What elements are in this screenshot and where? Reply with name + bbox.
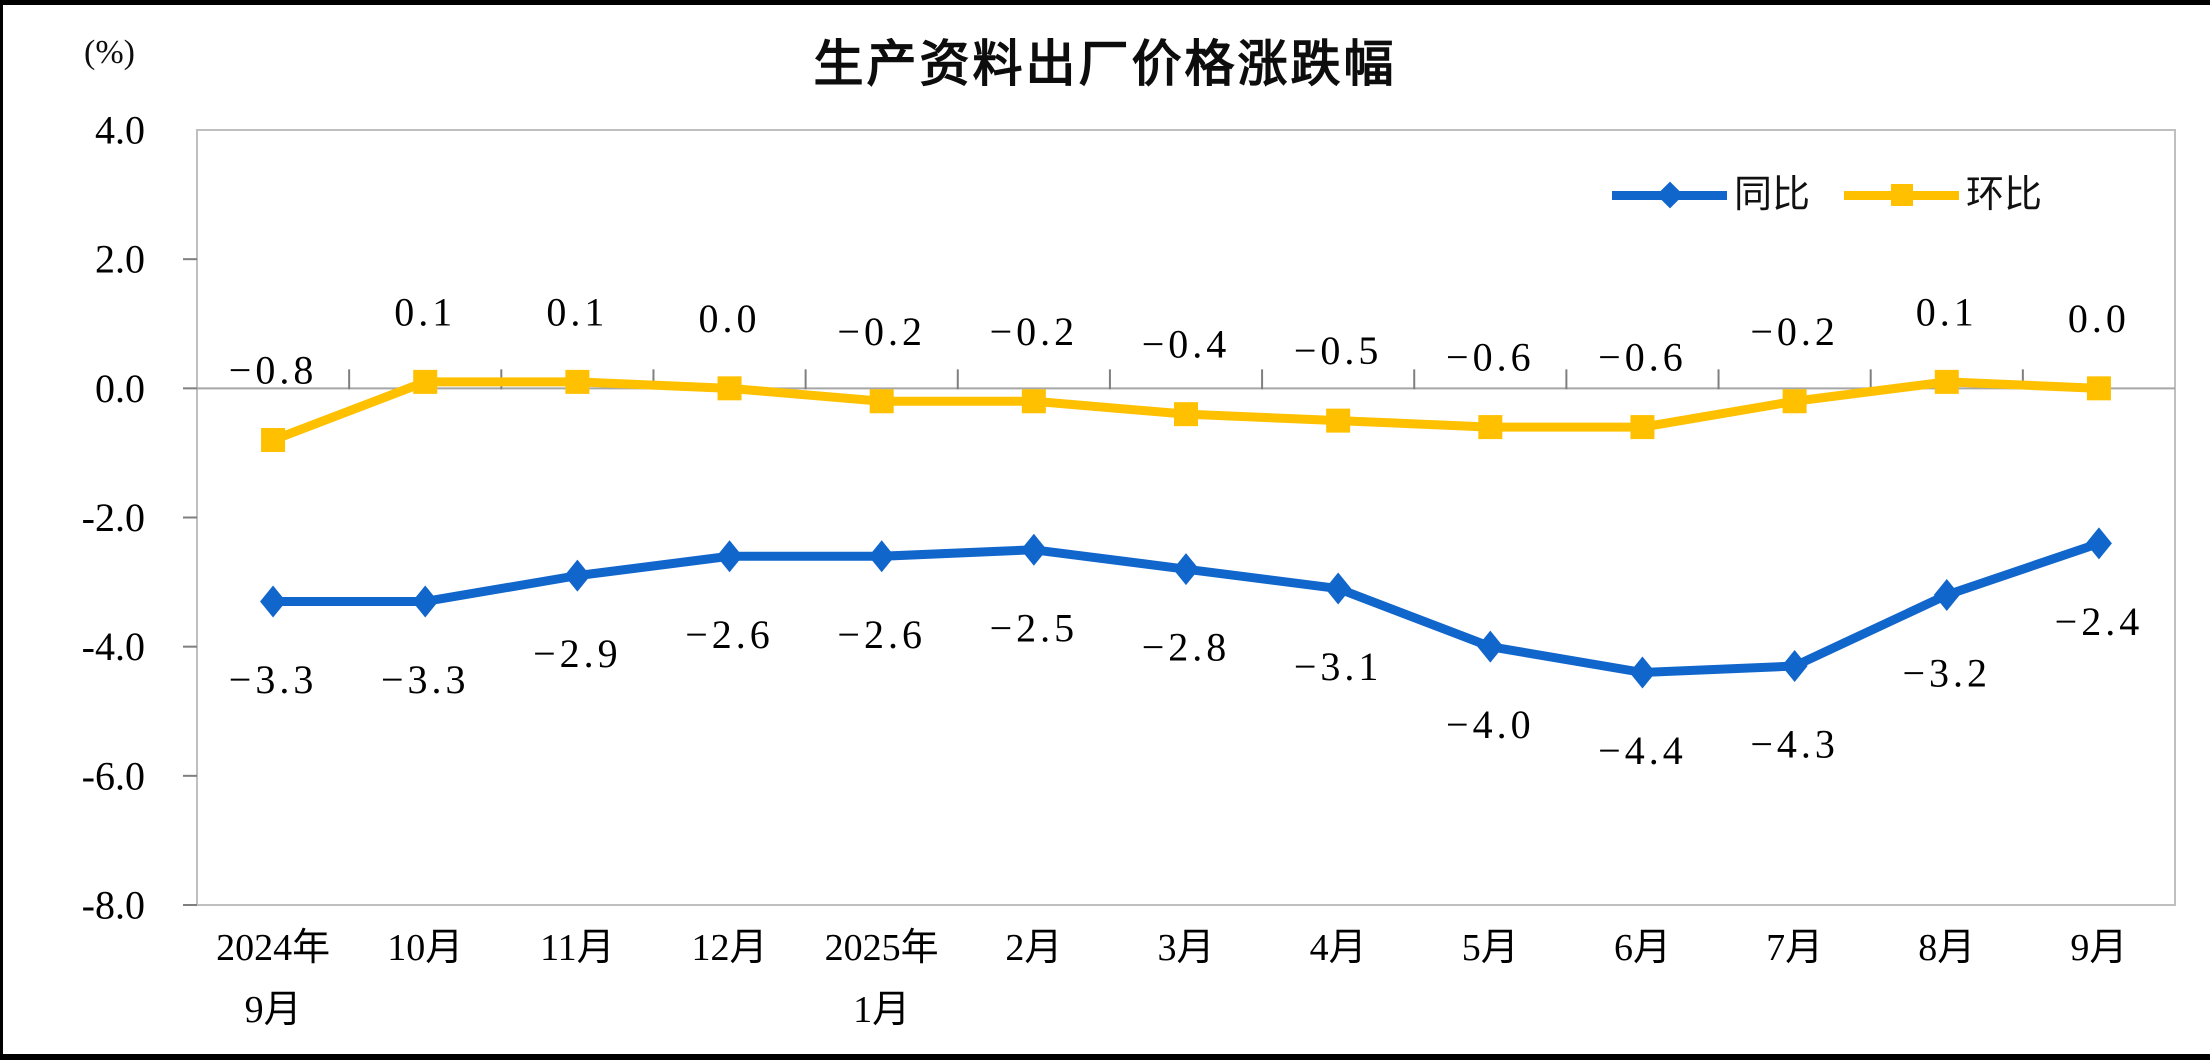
data-label-环比: −0.5	[1294, 328, 1383, 373]
marker-diamond-同比	[1477, 630, 1504, 663]
plot-area-border	[196, 129, 2176, 906]
data-label-同比: −3.1	[1294, 644, 1383, 689]
data-label-同比: −4.3	[1750, 722, 1839, 767]
x-axis-category-label: 8月	[1918, 927, 1975, 969]
chart-title: 生产资料出厂价格涨跌幅	[813, 36, 1397, 92]
data-label-环比: 0.0	[699, 296, 761, 341]
data-label-同比: −3.2	[1902, 651, 1991, 696]
data-label-环比: −0.2	[1750, 309, 1839, 354]
x-axis-category-label: 2月	[1005, 927, 1062, 969]
marker-diamond-同比	[564, 559, 591, 592]
marker-diamond-同比	[1933, 579, 1960, 611]
y-axis-tick-label: -8.0	[82, 883, 145, 928]
marker-diamond-同比	[412, 585, 439, 618]
x-axis-category-label: 1月	[853, 989, 910, 1031]
marker-square-环比	[1782, 389, 1807, 414]
x-axis-category-label: 6月	[1614, 927, 1671, 969]
legend-label-tongbi: 同比	[1734, 174, 1811, 216]
chart-legend: 同比 环比	[1612, 170, 2042, 220]
data-label-同比: −2.8	[1142, 625, 1231, 670]
marker-diamond-同比	[2085, 527, 2112, 560]
data-label-同比: −3.3	[381, 657, 470, 702]
marker-diamond-同比	[1629, 656, 1656, 689]
screen-edge-top	[0, 0, 2210, 5]
data-label-环比: 0.1	[394, 289, 456, 334]
x-axis-category-label: 2025年	[825, 927, 939, 969]
marker-diamond-同比	[1325, 572, 1352, 605]
data-label-同比: −4.4	[1598, 728, 1687, 773]
diamond-marker-icon	[1656, 181, 1683, 209]
x-axis-category-label: 12月	[692, 927, 768, 969]
data-label-环比: 0.0	[2068, 296, 2130, 341]
x-axis-category-label: 9月	[245, 989, 302, 1031]
x-axis-category-label: 4月	[1310, 927, 1367, 969]
marker-square-环比	[1630, 415, 1655, 440]
data-label-环比: 0.1	[1916, 289, 1978, 334]
x-axis-category-label: 2024年	[216, 927, 330, 969]
x-axis-category-label: 9月	[2070, 927, 2127, 969]
legend-line-sample-huanbi	[1844, 184, 1960, 206]
marker-diamond-同比	[868, 540, 895, 573]
marker-square-环比	[717, 376, 742, 401]
data-label-同比: −2.5	[990, 605, 1079, 650]
marker-square-环比	[1174, 402, 1198, 427]
data-label-环比: 0.1	[546, 289, 608, 334]
data-label-同比: −2.9	[533, 631, 622, 676]
data-label-环比: −0.2	[990, 309, 1079, 354]
y-axis-tick-label: -2.0	[82, 495, 145, 540]
x-axis-category-label: 10月	[387, 927, 463, 969]
marker-diamond-同比	[1781, 650, 1808, 683]
marker-square-环比	[413, 369, 438, 394]
legend-line-sample-tongbi	[1612, 181, 1727, 209]
data-label-同比: −3.3	[229, 657, 318, 702]
x-axis-category-label: 3月	[1157, 927, 1214, 969]
legend-item-tongbi: 同比	[1612, 176, 1810, 214]
marker-square-环比	[1478, 415, 1503, 440]
data-label-环比: −0.6	[1446, 335, 1535, 380]
marker-diamond-同比	[716, 540, 743, 573]
y-axis-tick-label: -6.0	[82, 753, 145, 798]
legend-item-huanbi: 环比	[1844, 176, 2042, 214]
data-label-环比: −0.2	[837, 309, 926, 354]
screen-edge-bottom	[0, 1054, 2210, 1060]
data-label-同比: −4.0	[1446, 702, 1535, 747]
marker-square-环比	[565, 369, 590, 394]
marker-diamond-同比	[1020, 533, 1047, 566]
y-axis-tick-label: 0.0	[95, 366, 145, 411]
square-marker-icon	[1890, 184, 1913, 206]
y-axis-tick-label: 4.0	[95, 108, 145, 153]
marker-square-环比	[2086, 376, 2111, 401]
marker-square-环比	[1326, 408, 1351, 433]
data-label-同比: −2.4	[2055, 599, 2144, 644]
marker-square-环比	[1934, 369, 1959, 394]
data-label-同比: −2.6	[837, 612, 926, 657]
y-axis-tick-label: 2.0	[95, 237, 145, 282]
data-label-环比: −0.6	[1598, 335, 1687, 380]
x-axis-category-label: 7月	[1766, 927, 1823, 969]
screen-edge-left	[0, 0, 3, 1060]
marker-diamond-同比	[1173, 553, 1199, 586]
legend-label-huanbi: 环比	[1966, 174, 2043, 216]
marker-square-环比	[869, 389, 894, 414]
data-label-环比: −0.8	[229, 348, 318, 393]
marker-diamond-同比	[260, 585, 287, 618]
data-label-环比: −0.4	[1142, 322, 1231, 367]
marker-square-环比	[1021, 389, 1046, 414]
y-axis-tick-label: -4.0	[82, 624, 145, 669]
marker-square-环比	[261, 428, 286, 452]
y-axis-unit-label: (%)	[84, 34, 135, 71]
x-axis-category-label: 11月	[540, 927, 615, 969]
data-label-同比: −2.6	[685, 612, 774, 657]
x-axis-category-label: 5月	[1462, 927, 1519, 969]
